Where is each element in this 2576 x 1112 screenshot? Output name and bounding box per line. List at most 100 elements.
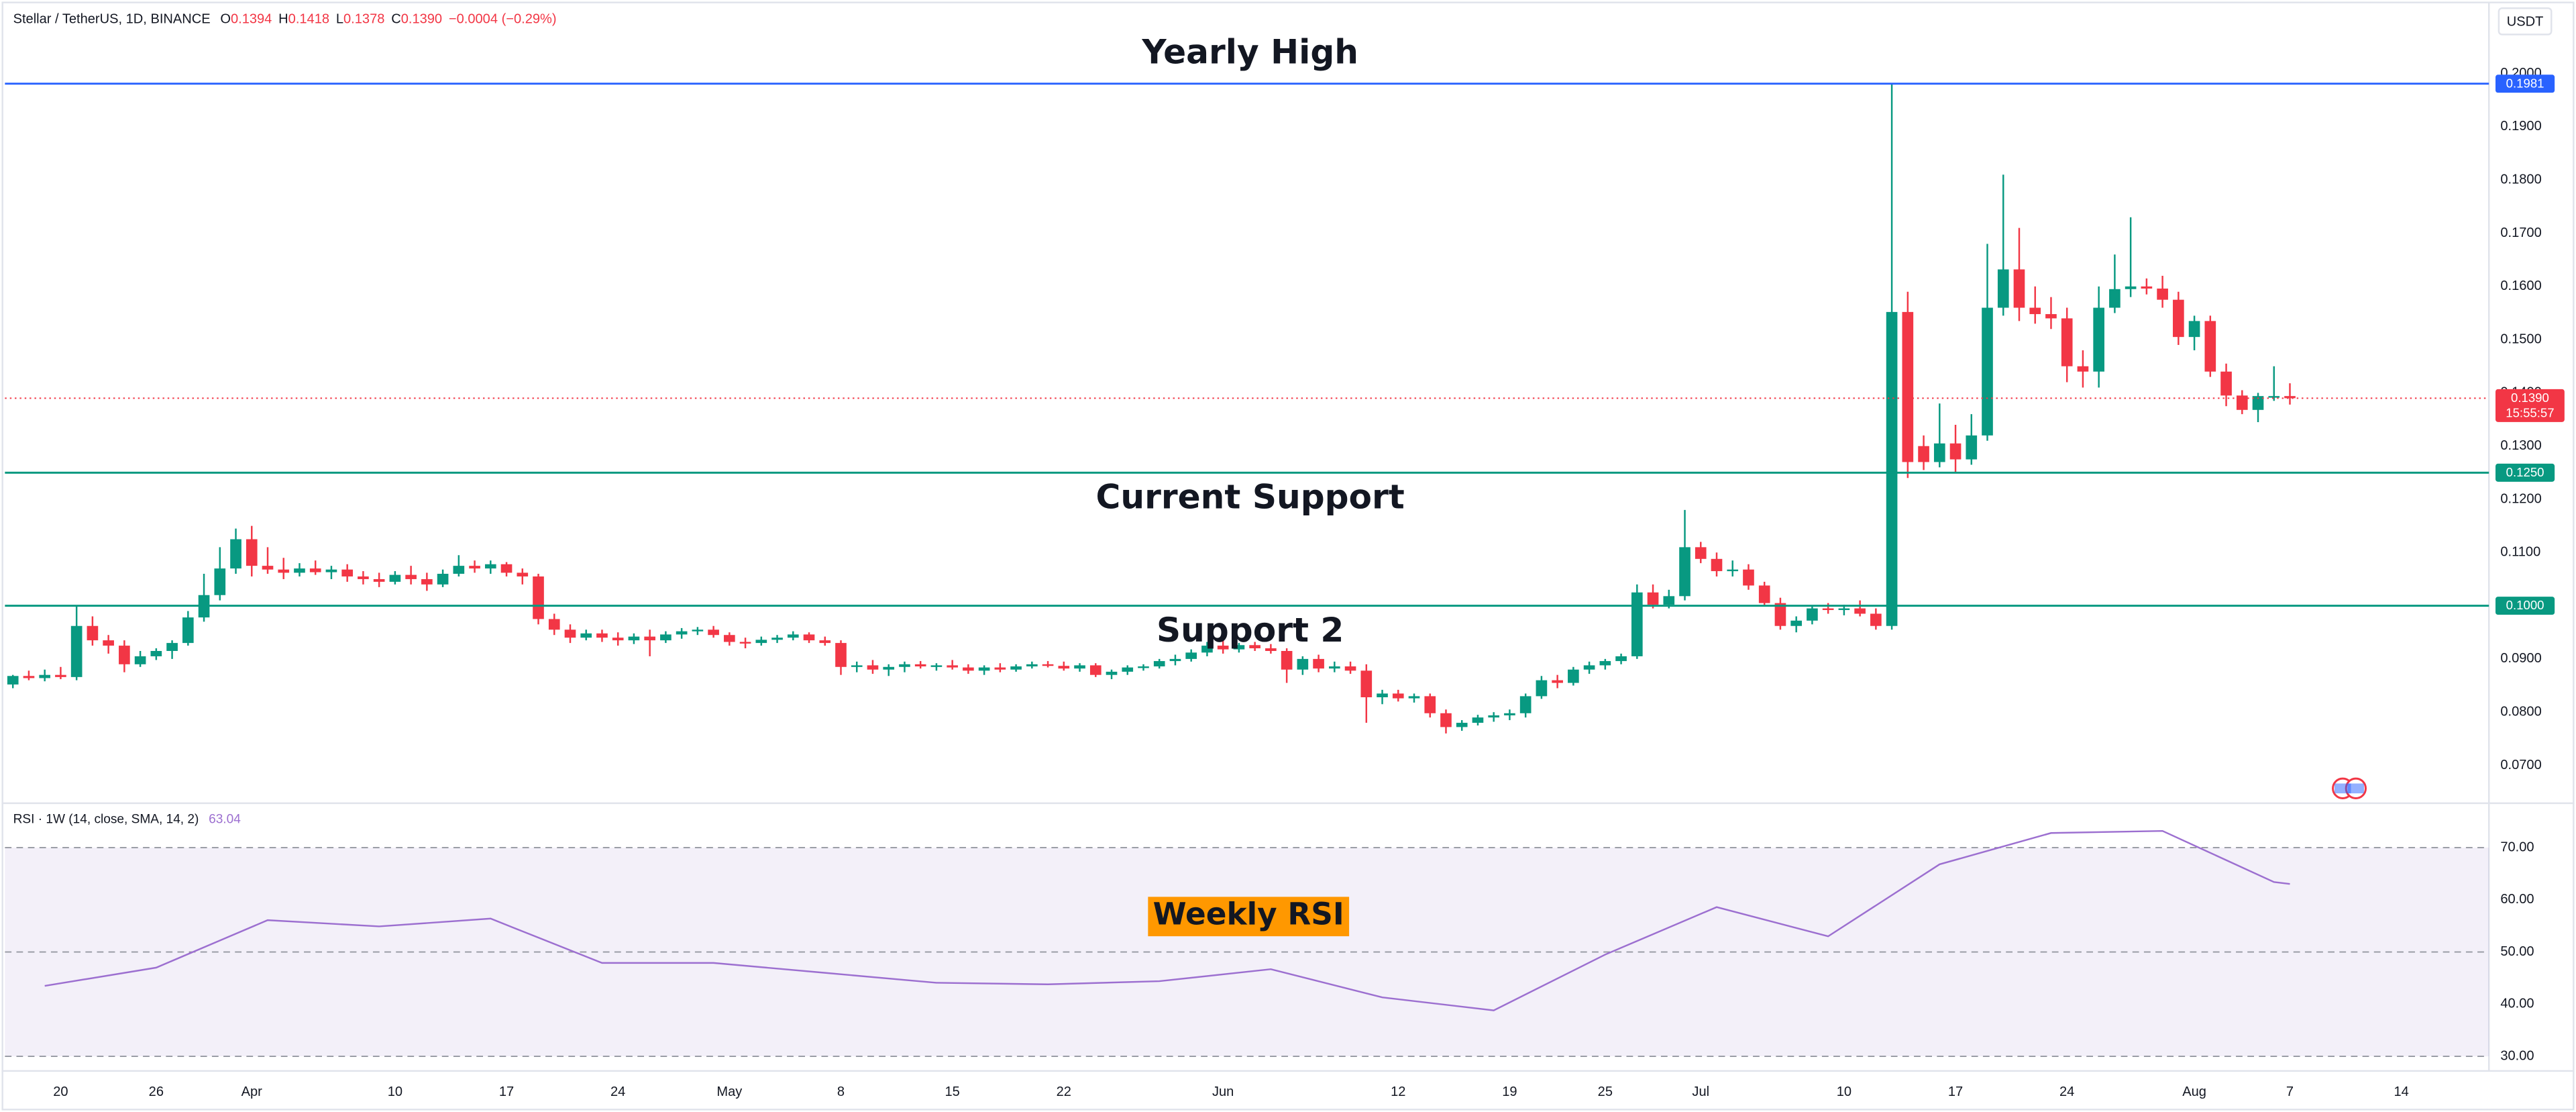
candle-body <box>930 665 943 667</box>
candle-body <box>421 578 433 585</box>
candle-body <box>325 569 337 572</box>
candle-body <box>453 566 465 574</box>
readout-value: 0.1378 <box>343 12 384 27</box>
candle-body <box>1504 713 1515 715</box>
candle-body <box>1265 648 1277 652</box>
x-tick-label: Jun <box>1212 1084 1234 1099</box>
y-tick-label: 0.0800 <box>2500 704 2541 719</box>
candle-body <box>469 566 480 569</box>
x-tick-label: 26 <box>149 1084 164 1099</box>
x-tick-label: 10 <box>388 1084 402 1099</box>
candle-body <box>1328 666 1340 669</box>
currency-button[interactable] <box>2498 7 2553 36</box>
rsi-value: 63.04 <box>209 812 241 826</box>
readout-change: −0.0004 (−0.29%) <box>449 12 557 27</box>
x-tick-label: 7 <box>2286 1084 2294 1099</box>
candle-body <box>2093 307 2104 372</box>
readout-label: L <box>336 12 343 27</box>
candle-body <box>358 576 369 579</box>
candle-body <box>947 665 958 668</box>
level-tag-label: 0.1981 <box>2506 76 2544 90</box>
x-tick-label: 8 <box>837 1084 845 1099</box>
y-tick-label: 0.1300 <box>2500 438 2541 453</box>
symbol-title: Stellar / TetherUS, 1D, BINANCE <box>13 12 211 27</box>
candle-body <box>1440 713 1452 727</box>
candle-body <box>166 643 178 652</box>
candle-body <box>1153 661 1165 666</box>
candle-body <box>1249 645 1260 649</box>
candle-body <box>644 636 655 641</box>
rsi-tick-label: 50.00 <box>2500 944 2534 959</box>
rsi-tick-label: 60.00 <box>2500 892 2534 907</box>
candle-body <box>87 625 99 641</box>
candle-body <box>214 568 226 595</box>
candle-body <box>134 656 146 664</box>
candle-body <box>7 676 19 685</box>
candle-body <box>1886 311 1898 626</box>
candle-body <box>119 646 130 664</box>
candle-body <box>994 667 1006 670</box>
x-tick-label: 14 <box>2394 1084 2408 1099</box>
candle-body <box>1344 666 1356 671</box>
candle-body <box>1456 723 1468 727</box>
candle-body <box>771 638 783 640</box>
readout-value: 0.1394 <box>231 12 272 27</box>
countdown-label: 15:55:57 <box>2506 406 2554 420</box>
candle-body <box>835 643 847 667</box>
candle-body <box>1854 608 1866 614</box>
x-tick-label: Apr <box>241 1084 263 1099</box>
candle-body <box>1488 715 1500 718</box>
candle-body <box>341 569 354 576</box>
x-tick-label: 17 <box>499 1084 514 1099</box>
candle-body <box>1536 680 1548 697</box>
candle-body <box>978 667 990 671</box>
rsi-tick-label: 30.00 <box>2500 1048 2534 1063</box>
candle-body <box>676 631 688 635</box>
candle-body <box>230 539 241 569</box>
candle-body <box>39 674 51 678</box>
event-flag <box>2334 783 2351 794</box>
rsi-tick-label: 40.00 <box>2500 997 2534 1011</box>
candle-body <box>2013 269 2025 308</box>
candle-body <box>1106 671 1118 675</box>
candle-body <box>262 566 274 570</box>
candle-body <box>309 568 321 572</box>
candle-body <box>1949 443 1962 460</box>
candle-body <box>1424 696 1436 713</box>
rsi-tick-label: 70.00 <box>2500 840 2534 854</box>
candle-body <box>1918 446 1929 462</box>
candle-body <box>1472 717 1484 723</box>
candle-body <box>1822 608 1834 611</box>
candle-body <box>1870 613 1882 626</box>
candle-body <box>2045 314 2057 319</box>
x-tick-label: 12 <box>1391 1084 1405 1099</box>
candle-body <box>1281 651 1293 670</box>
candle-body <box>1695 547 1707 559</box>
candle-body <box>819 640 831 644</box>
candle-body <box>596 633 608 638</box>
candle-body <box>150 651 162 656</box>
candle-body <box>612 638 624 641</box>
candle-body <box>1647 592 1659 605</box>
candle-body <box>2173 299 2184 338</box>
candle-body <box>1074 665 1085 669</box>
candle-body <box>2157 288 2168 300</box>
y-tick-label: 0.1200 <box>2500 491 2541 506</box>
x-tick-label: 10 <box>1837 1084 1851 1099</box>
candle-body <box>2109 289 2121 308</box>
candle-body <box>1089 665 1102 675</box>
currency-label: USDT <box>2507 14 2544 29</box>
candle-body <box>2061 318 2073 366</box>
candle-body <box>2125 286 2137 289</box>
candle-body <box>23 676 35 678</box>
x-tick-label: Jul <box>1692 1084 1709 1099</box>
candle-body <box>548 619 560 630</box>
candle-body <box>533 576 544 619</box>
candle-body <box>2188 321 2200 338</box>
y-tick-label: 0.1900 <box>2500 119 2541 134</box>
candle-body <box>55 674 66 677</box>
candle-body <box>1392 693 1404 699</box>
